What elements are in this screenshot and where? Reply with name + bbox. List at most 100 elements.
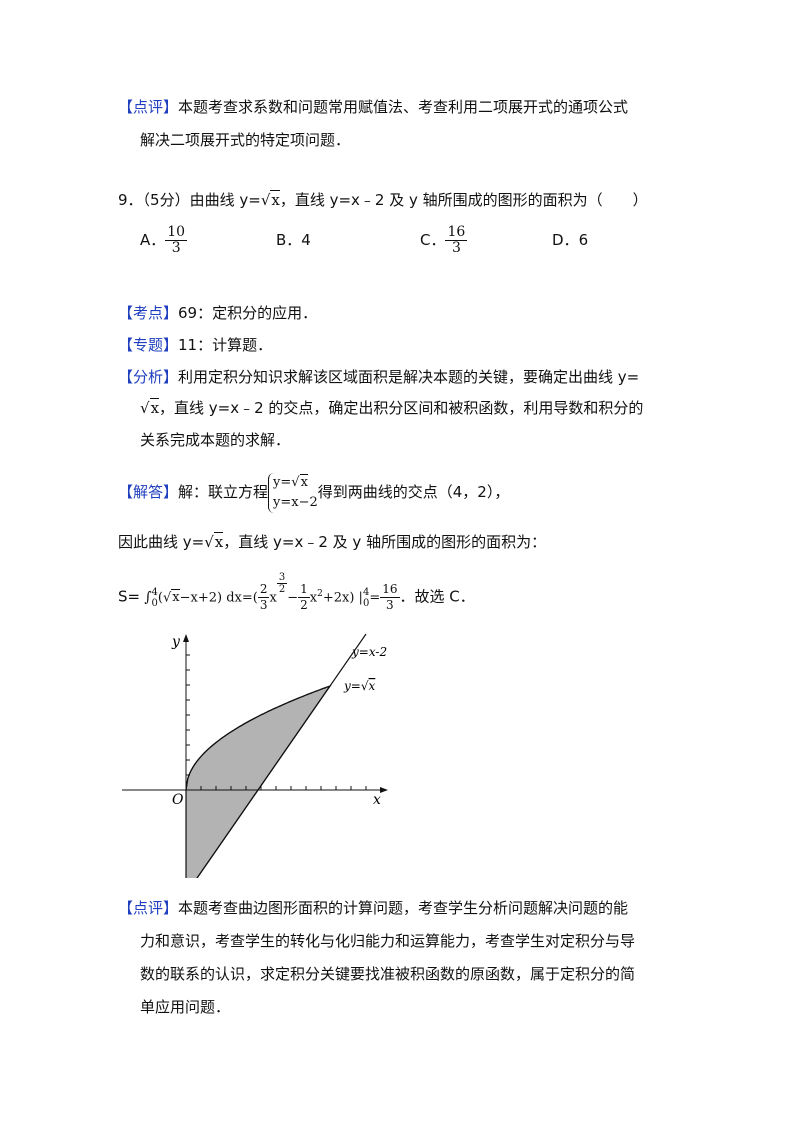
lower-limit: 0 xyxy=(151,597,158,609)
option-a-fraction: 10 3 xyxy=(165,224,188,256)
therefore-suffix: ，直线 y=x﹣2 及 y 轴所围成的图形的面积为： xyxy=(223,533,547,551)
review-text: 力和意识，考查学生的转化与化归能力和运算能力，考查学生对定积分与导 xyxy=(140,932,636,950)
curve-label-prefix: y= xyxy=(343,679,361,693)
option-label: A． xyxy=(140,231,166,249)
sqrt-argument: x xyxy=(270,190,280,209)
fenxi-text: ，直线 y=x﹣2 的交点，确定出积分区间和被积函数，利用导数和积分的 xyxy=(159,399,644,417)
question-suffix: ，直线 y=x﹣2 及 y 轴所围成的图形的面积为（ ） xyxy=(279,191,648,209)
denominator: 2 xyxy=(278,584,286,595)
sqrt-argument: x xyxy=(213,532,224,551)
option-a: A． 10 3 xyxy=(140,222,188,258)
numerator: 16 xyxy=(380,582,400,599)
evaluation-bar: | xyxy=(358,590,363,606)
curve-y-sqrt-x xyxy=(185,685,331,791)
eq1-prefix: y= xyxy=(273,474,292,490)
option-label: D． xyxy=(552,231,579,249)
curve-label-sqrt: x xyxy=(369,679,376,693)
review-2-line-3: 数的联系的认识，求定积分关键要找准被积函数的原函数，属于定积分的简 xyxy=(140,964,635,984)
exponent-2: 2 xyxy=(317,589,323,599)
question-9-stem: 9．（5分）由曲线 y=√x，直线 y=x﹣2 及 y 轴所围成的图形的面积为（… xyxy=(118,190,648,209)
x-term-1: x xyxy=(269,590,277,606)
formula-s: S= xyxy=(118,587,141,606)
open-paren: ( xyxy=(157,590,163,606)
numerator: 1 xyxy=(298,582,310,599)
option-d: D．6 xyxy=(552,230,588,250)
numerator: 16 xyxy=(445,224,468,241)
jieda-line: 【解答】解：联立方程 y=√x y=x−2 得到两曲线的交点（4，2）， xyxy=(118,470,509,514)
numerator: 10 xyxy=(165,224,188,241)
integrand-rest: −x+2) dx=( xyxy=(179,590,258,606)
option-value: 4 xyxy=(301,231,311,249)
integral-sign: ∫ xyxy=(144,589,152,606)
x-term-2: x xyxy=(309,590,318,606)
review-2-line-1: 【点评】本题考查曲边图形面积的计算问题，考查学生分析问题解决问题的能 xyxy=(118,898,628,918)
review-tag: 【点评】 xyxy=(118,899,179,917)
equals-sign: = xyxy=(369,590,381,606)
question-prefix: 9．（5分）由曲线 y= xyxy=(118,191,261,209)
equation-2: y=x−2 xyxy=(273,494,318,510)
kaodian-text: 69：定积分的应用． xyxy=(178,304,318,322)
minus-sign: − xyxy=(287,590,299,606)
equation-system: y=√x y=x−2 xyxy=(268,472,318,513)
denominator: 3 xyxy=(386,598,394,613)
denominator: 3 xyxy=(259,598,268,613)
denominator: 3 xyxy=(451,240,461,256)
zhuanti-tag: 【专题】 xyxy=(118,336,179,354)
y-axis-arrow xyxy=(183,634,189,642)
result-fraction: 16 3 xyxy=(380,582,400,613)
upper-limit: 4 xyxy=(151,586,158,598)
fenxi-line-2: √x，直线 y=x﹣2 的交点，确定出积分区间和被积函数，利用导数和积分的 xyxy=(140,398,644,417)
lower-limit: 0 xyxy=(362,597,370,609)
fenxi-line-3: 关系完成本题的求解． xyxy=(140,430,290,450)
fenxi-tag: 【分析】 xyxy=(118,368,179,386)
area-graph: y x O y=x-2 y=√x xyxy=(122,633,388,878)
review-1-line-1: 【点评】本题考查求系数和问题常用赋值法、考查利用二项展开式的通项公式 xyxy=(118,97,628,117)
zhuanti-line: 【专题】11：计算题． xyxy=(118,335,272,355)
answer-text: ．故选 C． xyxy=(399,587,475,606)
jieda-text: 解：联立方程 xyxy=(178,483,269,501)
option-c-fraction: 16 3 xyxy=(445,224,468,256)
review-text: 本题考查求系数和问题常用赋值法、考查利用二项展开式的通项公式 xyxy=(178,98,629,116)
option-label: B． xyxy=(276,231,302,249)
fenxi-text: 关系完成本题的求解． xyxy=(140,431,291,449)
line-y-x-minus-2 xyxy=(196,633,367,878)
review-text: 单应用问题． xyxy=(140,998,231,1016)
review-text: 解决二项展开式的特定项问题． xyxy=(140,131,351,149)
numerator: 2 xyxy=(257,582,270,599)
option-c: C． 16 3 xyxy=(420,222,468,258)
curve-label: y=√x xyxy=(343,679,376,693)
axis-ticks xyxy=(186,654,367,790)
therefore-prefix: 因此曲线 y= xyxy=(118,533,205,551)
sqrt-argument: x xyxy=(149,398,160,417)
review-tag: 【点评】 xyxy=(118,98,179,116)
review-text: 数的联系的认识，求定积分关键要找准被积函数的原函数，属于定积分的简 xyxy=(140,965,636,983)
jieda-tag: 【解答】 xyxy=(118,483,179,501)
x-axis-arrow xyxy=(380,787,388,793)
shaded-region xyxy=(185,684,332,878)
therefore-line: 因此曲线 y=√x，直线 y=x﹣2 及 y 轴所围成的图形的面积为： xyxy=(118,532,547,551)
numerator: 3 xyxy=(276,572,288,584)
option-value: 6 xyxy=(578,231,589,249)
origin-label: O xyxy=(172,792,184,808)
fenxi-line-1: 【分析】利用定积分知识求解该区域面积是解决本题的关键，要确定出曲线 y= xyxy=(118,367,639,387)
integral-formula: S= ∫ 4 0 (√x−x+2) dx=(2 3 x 3 2−1 2 x2+2x) | 4 0 = 16… xyxy=(118,572,475,613)
upper-limit: 4 xyxy=(362,586,370,598)
equation-1: y=√x xyxy=(273,473,308,490)
review-2-line-2: 力和意识，考查学生的转化与化归能力和运算能力，考查学生对定积分与导 xyxy=(140,931,635,951)
review-2-line-4: 单应用问题． xyxy=(140,997,230,1017)
y-axis-label: y xyxy=(171,634,181,650)
option-b: B．4 xyxy=(276,230,311,250)
kaodian-line: 【考点】69：定积分的应用． xyxy=(118,303,317,323)
option-label: C． xyxy=(420,231,446,249)
kaodian-tag: 【考点】 xyxy=(118,304,179,322)
integrand-sqrt: x xyxy=(171,589,180,606)
eq1-sqrt: x xyxy=(299,473,308,490)
formula-tail: +2x) xyxy=(322,590,355,606)
denominator: 3 xyxy=(171,240,181,256)
zhuanti-text: 11：计算题． xyxy=(178,336,273,354)
